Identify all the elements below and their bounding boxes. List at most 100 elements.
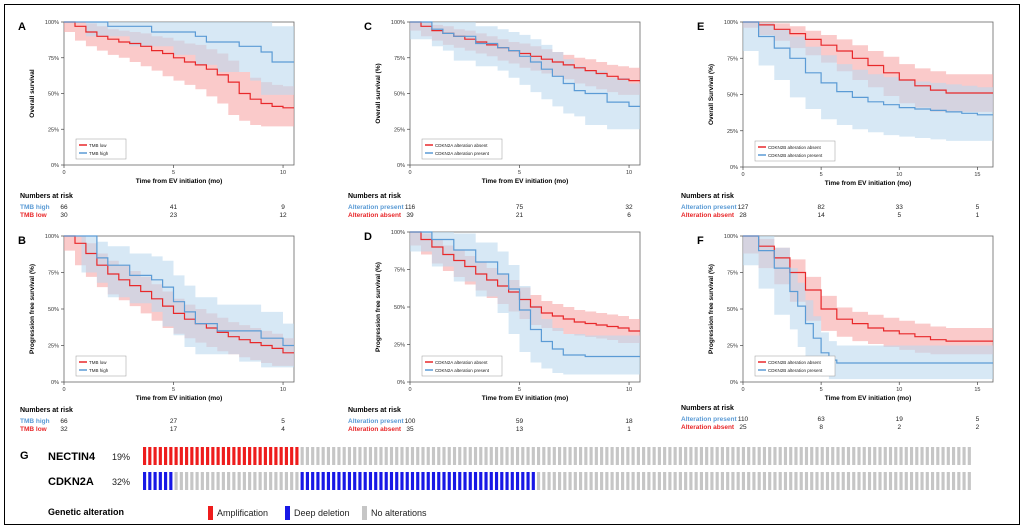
legend-label-2: CDKN2B alteration present: [768, 153, 823, 158]
sample-cell: [358, 447, 362, 465]
survival-curve-2: [743, 21, 993, 116]
x-tick-label: 0: [408, 387, 411, 393]
legend-box: [421, 138, 503, 160]
sample-cell: [347, 447, 352, 465]
y-tick-label: 75%: [48, 56, 59, 62]
sample-cell: [857, 447, 861, 465]
risk-count: 39: [406, 212, 414, 219]
panel-d: D 0% 25% 50% 75% 100% 0 5 10 Time from EV initiat…: [348, 230, 641, 433]
sample-cell: [720, 447, 724, 465]
sample-cell: [510, 472, 514, 490]
sample-cell: [500, 447, 504, 465]
sample-cell: [279, 472, 283, 490]
risk-count: 35: [406, 426, 414, 433]
sample-cell: [521, 447, 525, 465]
sample-cell: [253, 472, 257, 490]
sample-cell: [615, 447, 619, 465]
sample-cell: [951, 472, 956, 490]
sample-cell: [164, 447, 168, 465]
x-axis-label: Time from EV initiation (mo): [482, 178, 569, 185]
sample-cell: [510, 447, 514, 465]
sample-cell: [726, 472, 730, 490]
sample-cell: [605, 472, 609, 490]
sample-cell: [337, 472, 341, 490]
risk-count: 5: [281, 418, 285, 425]
legend-title: Genetic alteration: [48, 507, 124, 517]
sample-cell: [531, 447, 535, 465]
sample-cell: [768, 447, 772, 465]
sample-cell: [153, 447, 157, 465]
survival-curve-1: [64, 21, 294, 109]
x-tick-label: 10: [626, 387, 632, 393]
y-tick-label: 100%: [391, 230, 405, 236]
sample-cell: [810, 447, 814, 465]
y-tick-label: 100%: [391, 20, 405, 26]
sample-cell: [862, 447, 866, 465]
sample-cell: [326, 472, 331, 490]
sample-cell: [568, 472, 572, 490]
sample-cell: [941, 472, 945, 490]
risk-title: Numbers at risk: [681, 405, 734, 412]
sample-cell: [594, 472, 598, 490]
sample-cell: [731, 472, 735, 490]
sample-cell: [731, 447, 735, 465]
risk-count: 110: [738, 416, 749, 423]
panel-b: B 0% 25% 50% 75% 100% 0 5 10 Time from EV initiat…: [18, 234, 295, 433]
sample-cell: [263, 447, 267, 465]
y-tick-label: 0%: [730, 380, 738, 386]
sample-cell: [899, 472, 903, 490]
risk-table: Numbers at risk TMB high 66 41 9 TMB low 30 23 1…: [20, 193, 287, 219]
sample-cell: [747, 472, 751, 490]
sample-cell: [305, 472, 309, 490]
legend-box: [754, 355, 836, 377]
x-tick-label: 15: [974, 387, 980, 393]
legend-label-1: CDKN2B alteration absent: [768, 145, 822, 150]
sample-cell: [190, 447, 194, 465]
sample-cell: [678, 472, 682, 490]
sample-cell: [337, 447, 341, 465]
sample-cell: [684, 472, 688, 490]
y-tick-label: 75%: [727, 271, 738, 277]
risk-row-label-1: Alteration present: [681, 204, 737, 211]
sample-cell: [936, 472, 940, 490]
y-tick-label: 25%: [48, 127, 59, 133]
y-axis-label: Overall Survival (%): [708, 64, 715, 125]
sample-cell: [673, 472, 677, 490]
sample-cell: [694, 472, 698, 490]
sample-cell: [190, 472, 194, 490]
sample-cell: [610, 447, 614, 465]
sample-cell: [547, 472, 551, 490]
sample-cell: [957, 447, 961, 465]
sample-cell: [915, 472, 919, 490]
risk-count: 100: [405, 418, 416, 425]
sample-cell: [820, 472, 824, 490]
sample-cell: [894, 472, 898, 490]
risk-row-label-2: TMB low: [20, 212, 48, 219]
legend-swatch-none: [362, 506, 367, 520]
sample-cell: [573, 472, 577, 490]
sample-cell: [783, 472, 788, 490]
sample-cell: [389, 447, 394, 465]
y-tick-label: 25%: [727, 344, 738, 350]
sample-cell: [804, 472, 809, 490]
sample-cell: [552, 472, 556, 490]
y-tick-label: 0%: [51, 380, 59, 386]
sample-cell: [589, 447, 593, 465]
sample-cell: [479, 472, 483, 490]
sample-cell: [353, 447, 357, 465]
x-axis-label: Time from EV initiation (mo): [825, 180, 912, 187]
sample-cell: [642, 447, 646, 465]
risk-count: 75: [516, 204, 524, 211]
x-tick-label: 5: [172, 387, 175, 393]
legend-label-1: CDKN2A alteration absent: [435, 360, 488, 365]
y-tick-label: 0%: [397, 380, 405, 386]
sample-cell: [799, 447, 803, 465]
sample-cell: [862, 472, 866, 490]
sample-cell: [316, 447, 320, 465]
risk-count: 32: [625, 204, 633, 211]
risk-count: 66: [60, 418, 68, 425]
sample-cell: [741, 472, 746, 490]
sample-cell: [899, 447, 903, 465]
sample-cell: [825, 447, 830, 465]
sample-cell: [211, 472, 215, 490]
